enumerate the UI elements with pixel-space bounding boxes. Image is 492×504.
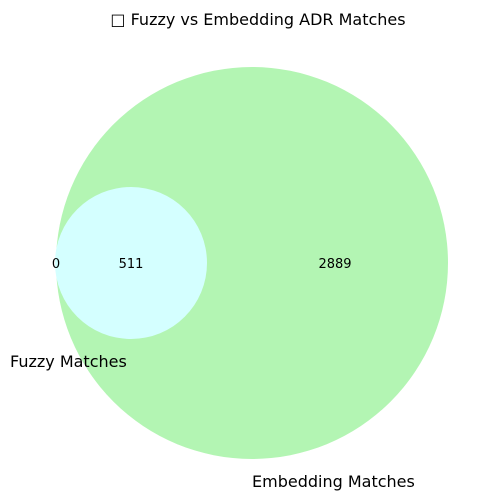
fuzzy-only-count: 0 [52, 257, 60, 272]
embedding-matches-circle [56, 67, 448, 459]
fuzzy-matches-circle [55, 187, 207, 339]
fuzzy-matches-label: Fuzzy Matches [10, 352, 127, 371]
intersection-count: 511 [119, 257, 144, 272]
embedding-only-count: 2889 [318, 257, 351, 272]
embedding-matches-label: Embedding Matches [252, 472, 415, 491]
chart-title: □ Fuzzy vs Embedding ADR Matches [110, 10, 405, 29]
